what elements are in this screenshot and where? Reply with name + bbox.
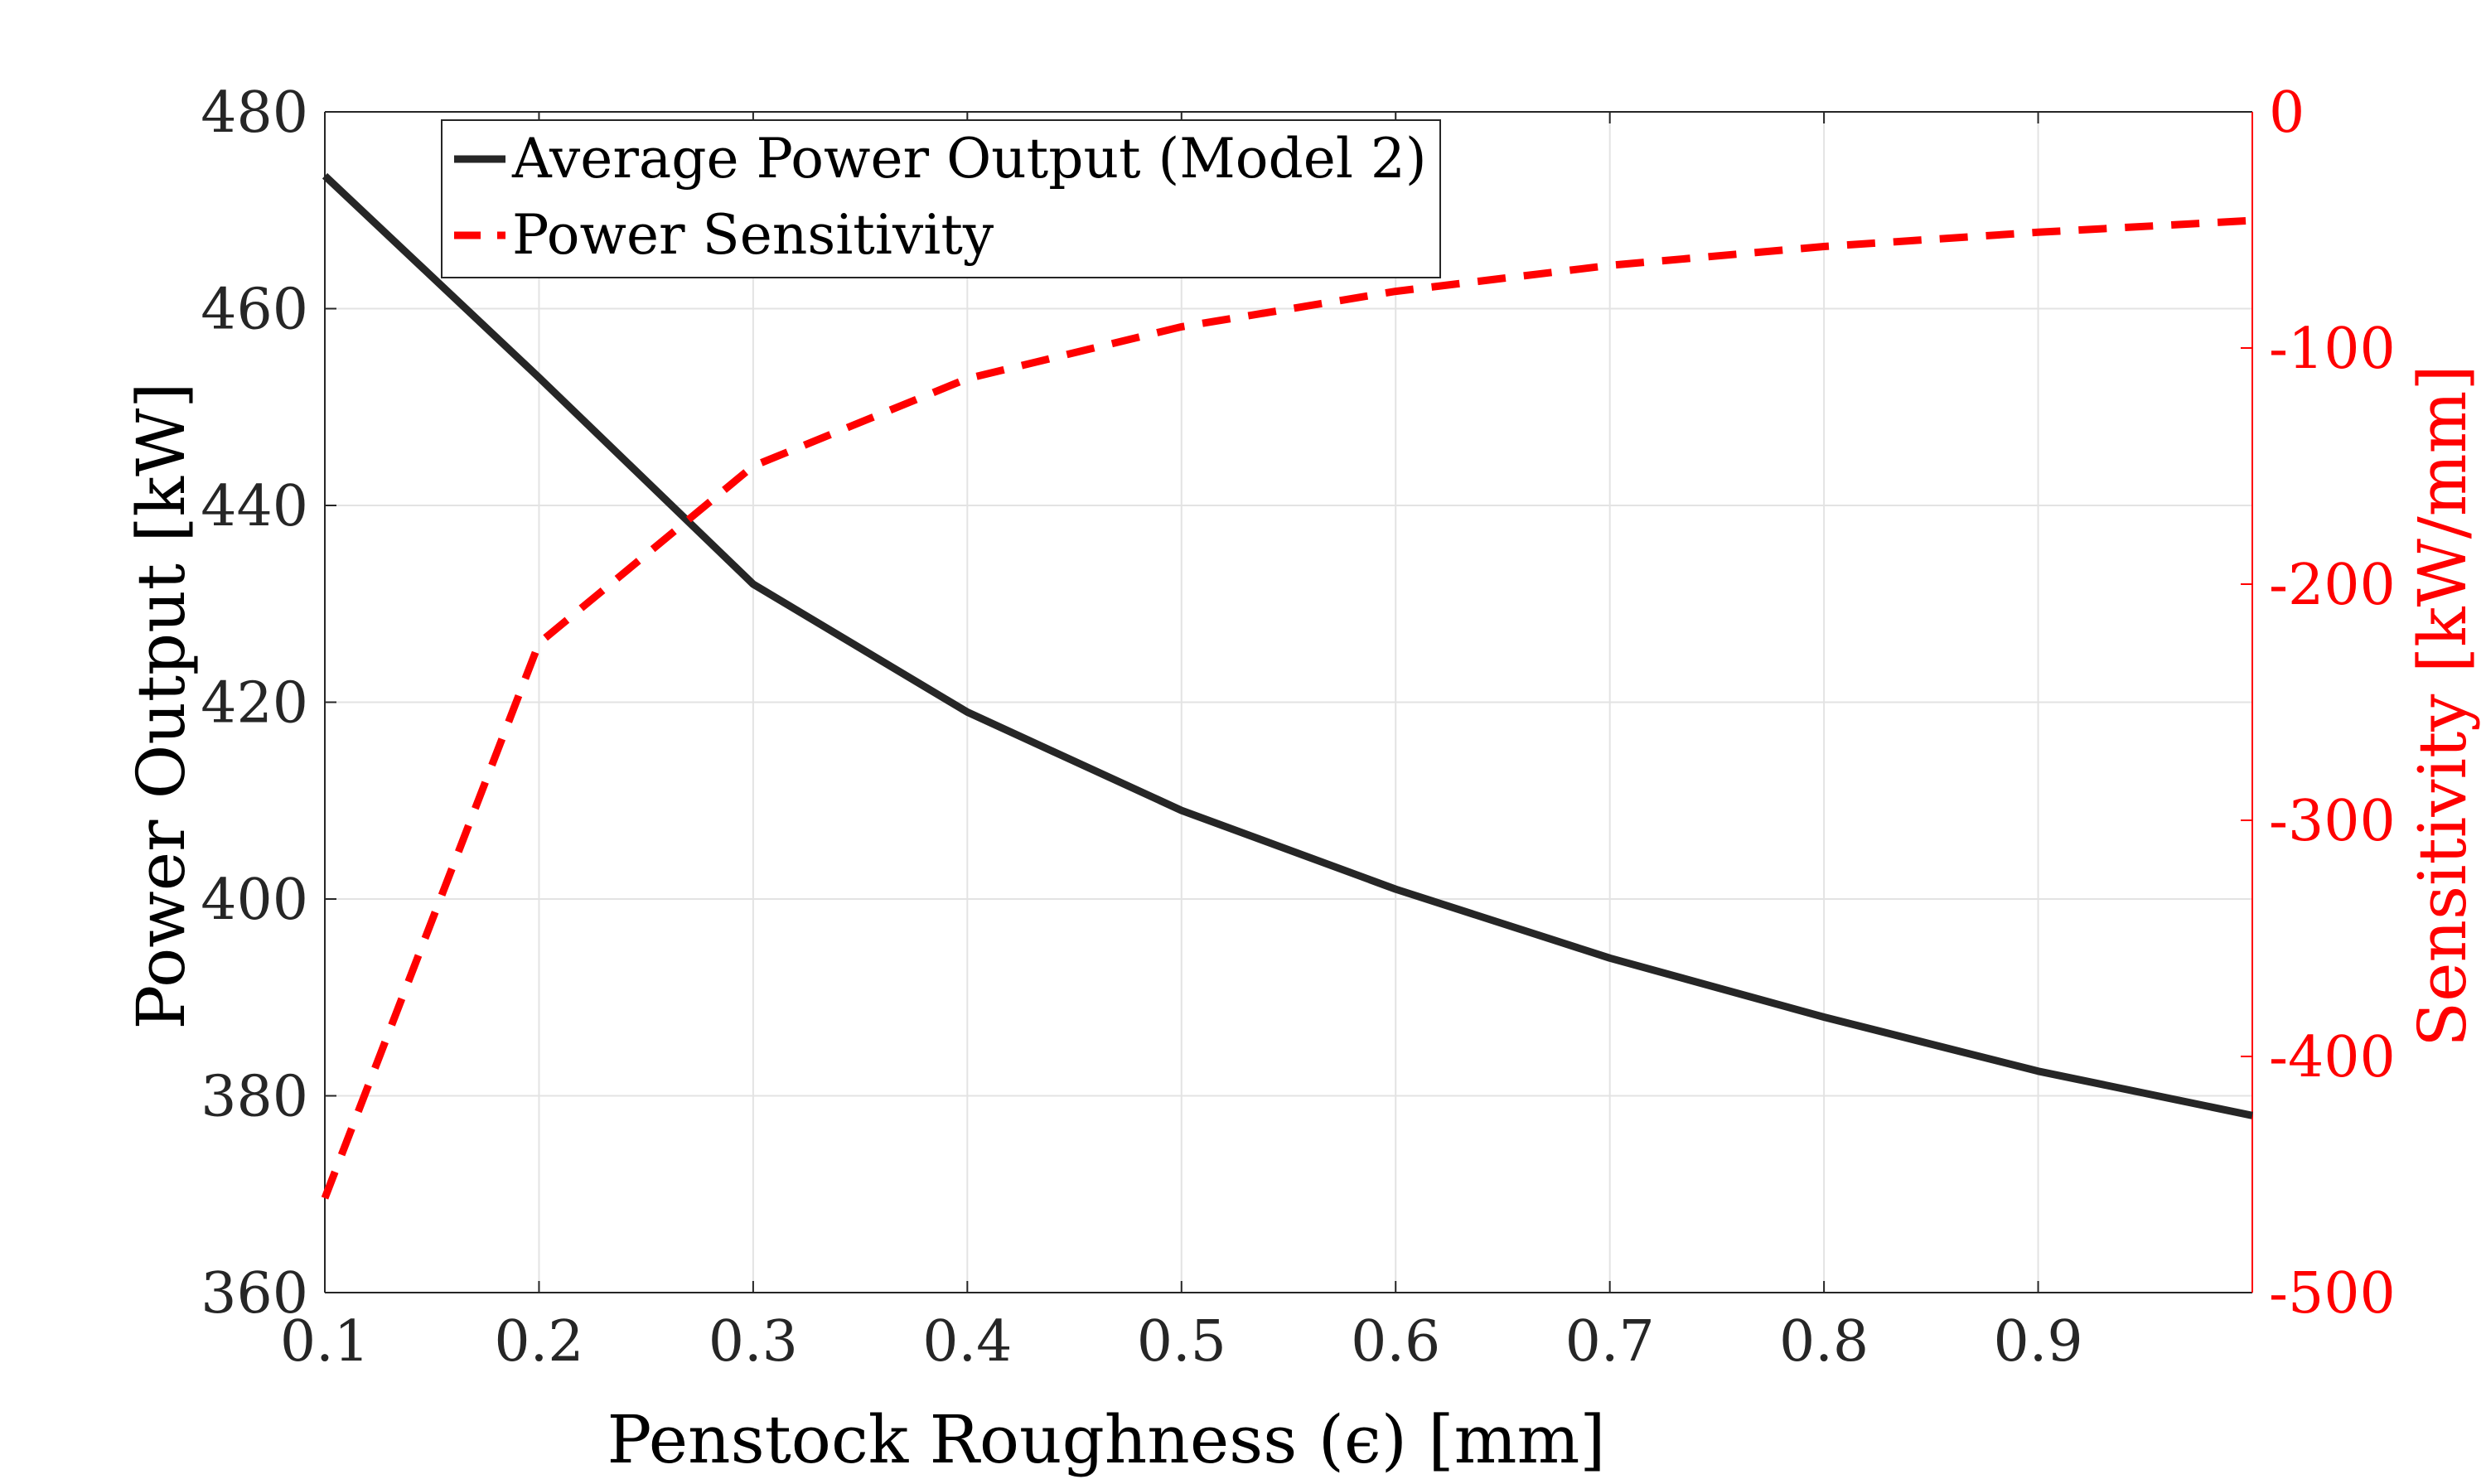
x-tick-label: 0.3 <box>709 1309 798 1375</box>
y-tick-label-left: 380 <box>201 1065 308 1130</box>
series-line-power-output <box>322 172 2253 1119</box>
y-tick-label-right: 0 <box>2269 80 2305 146</box>
plot-lines <box>321 172 2253 1200</box>
x-tick-label: 0.9 <box>1993 1309 2082 1375</box>
x-tick-label: 0.7 <box>1565 1309 1655 1375</box>
y-tick-label-right: -200 <box>2269 553 2396 618</box>
legend-label-power-output: Average Power Output (Model 2) <box>511 127 1427 191</box>
y-tick-label-left: 400 <box>201 868 308 933</box>
y-tick-label-left: 440 <box>201 474 308 539</box>
x-tick-label: 0.4 <box>922 1309 1012 1375</box>
x-tick-label: 0.5 <box>1137 1309 1226 1375</box>
right-tick-labels: -500 -400 -300 -200 -100 0 <box>2269 80 2396 1327</box>
y-tick-label-right: -400 <box>2269 1025 2396 1090</box>
x-tick-labels: 0.1 0.2 0.3 0.4 0.5 0.6 0.7 0.8 0.9 <box>280 1309 2083 1375</box>
x-axis-title: Penstock Roughness (ϵ) [mm] <box>607 1401 1605 1478</box>
y-tick-label-left: 480 <box>201 80 308 146</box>
legend-label-power-sensitivity: Power Sensitivity <box>512 203 994 267</box>
grid <box>324 111 2252 1293</box>
y-tick-label-left: 420 <box>201 671 308 737</box>
y-tick-label-left: 460 <box>201 278 308 343</box>
y-tick-label-left: 360 <box>201 1261 308 1327</box>
axes <box>324 111 2253 1293</box>
y-tick-label-right: -500 <box>2269 1261 2396 1327</box>
legend: Average Power Output (Model 2) Power Sen… <box>441 119 1441 278</box>
x-tick-label: 0.6 <box>1351 1309 1440 1375</box>
y-axis-title-right: Sensitivity [kW/mm] <box>2404 365 2481 1047</box>
y-tick-label-right: -300 <box>2269 789 2396 854</box>
x-tick-label: 0.8 <box>1779 1309 1869 1375</box>
legend-box <box>441 119 1441 278</box>
left-tick-labels: 360 380 400 420 440 460 480 <box>201 80 308 1327</box>
x-tick-label: 0.1 <box>280 1309 370 1375</box>
y-tick-label-right: -100 <box>2269 317 2396 382</box>
x-tick-label: 0.2 <box>494 1309 583 1375</box>
y-axis-title-left: Power Output [kW] <box>123 383 200 1030</box>
